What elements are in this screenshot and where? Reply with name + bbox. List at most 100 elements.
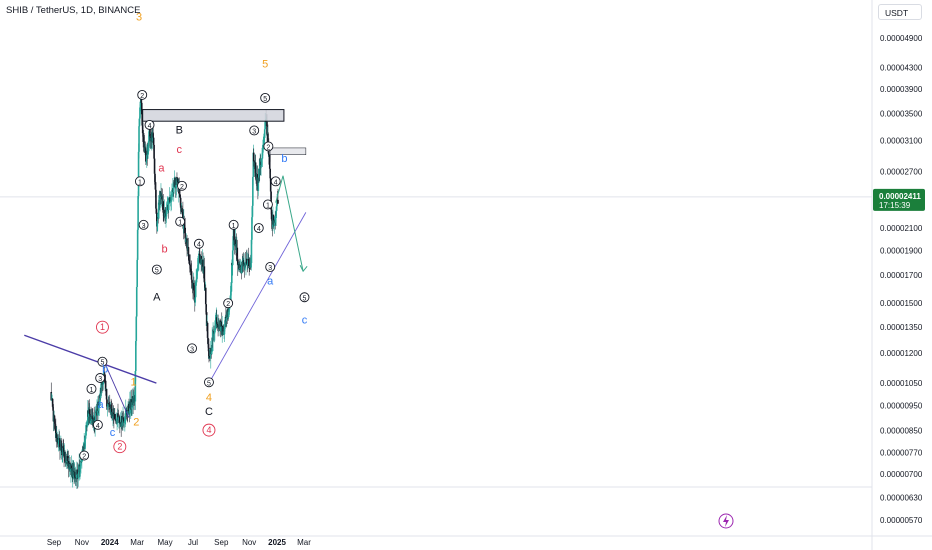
candle	[156, 217, 159, 222]
candle	[128, 403, 130, 412]
candle	[261, 152, 264, 159]
wave-label: 3	[136, 11, 142, 23]
candle	[131, 402, 133, 408]
candle	[135, 286, 138, 317]
candle	[66, 456, 69, 464]
y-tick-label: 0.00000850	[880, 426, 923, 435]
resistance-zone[interactable]	[142, 109, 285, 122]
y-tick-label: 0.00001900	[880, 246, 923, 255]
x-tick-label: Jul	[188, 538, 198, 547]
candle	[89, 415, 92, 424]
last-price-value: 0.00002411	[879, 192, 921, 201]
svg-text:A: A	[153, 291, 161, 303]
candle	[123, 421, 126, 423]
svg-text:c: c	[110, 427, 116, 439]
candle	[207, 343, 210, 348]
candle	[146, 150, 149, 156]
candle	[52, 406, 54, 411]
candle	[137, 151, 140, 197]
candle	[76, 469, 79, 475]
candle	[175, 177, 178, 185]
candle	[253, 161, 256, 162]
candle	[269, 168, 272, 179]
y-tick-label: 0.00000570	[880, 516, 923, 525]
svg-text:3: 3	[252, 128, 256, 135]
svg-text:3: 3	[268, 265, 272, 272]
candle	[61, 446, 64, 453]
y-tick-label: 0.00001350	[880, 323, 923, 332]
y-tick-label: 0.00003500	[880, 109, 923, 118]
candle	[181, 208, 183, 213]
candle	[183, 224, 186, 228]
wave-label: b	[162, 244, 168, 256]
projection-path[interactable]	[275, 175, 304, 272]
wave-label-circled: 1	[228, 219, 239, 230]
wave-label-circled: 2	[113, 440, 127, 454]
svg-text:4: 4	[274, 179, 278, 186]
candle	[213, 332, 216, 334]
candle	[118, 416, 121, 418]
candle	[251, 217, 253, 240]
candle	[178, 193, 181, 195]
candle	[242, 259, 245, 267]
candle	[116, 418, 118, 424]
candle	[108, 403, 111, 405]
candle	[256, 174, 259, 186]
candle	[84, 437, 86, 449]
candle	[165, 207, 168, 217]
svg-text:c: c	[176, 144, 182, 156]
candle	[162, 201, 165, 213]
candle	[236, 259, 239, 266]
candle	[166, 207, 168, 208]
candle	[189, 265, 192, 269]
svg-text:2: 2	[180, 184, 184, 191]
candle	[211, 337, 213, 352]
candle	[100, 382, 103, 394]
wave-label-circled: 1	[86, 383, 97, 394]
svg-text:5: 5	[100, 360, 104, 367]
candle	[230, 283, 233, 292]
candle	[199, 254, 201, 256]
candle	[185, 238, 187, 243]
wave-label-circled: 5	[260, 92, 271, 103]
candle	[275, 206, 278, 212]
candle	[91, 416, 94, 419]
lightning-icon[interactable]	[718, 513, 734, 529]
svg-text:2: 2	[82, 454, 86, 461]
candle	[255, 172, 257, 179]
candle	[205, 312, 208, 326]
candle	[140, 102, 143, 115]
candle	[197, 265, 199, 269]
candle	[62, 446, 64, 448]
candle	[165, 216, 167, 219]
candle	[130, 407, 133, 409]
wave-triangle-line[interactable]	[102, 358, 130, 418]
candle	[161, 195, 164, 204]
candle	[173, 182, 176, 187]
symbol-title[interactable]: SHIB / TetherUS, 1D, BINANCE	[6, 5, 141, 16]
candle	[247, 259, 250, 266]
x-tick-label: Nov	[75, 538, 89, 547]
candle	[87, 413, 90, 417]
candle	[77, 473, 80, 479]
candle	[124, 420, 126, 422]
candle	[221, 325, 224, 335]
wave-label-circled: 4	[92, 419, 103, 430]
svg-text:4: 4	[148, 123, 152, 130]
svg-text:2: 2	[133, 416, 139, 428]
currency-selector[interactable]: USDT	[878, 4, 922, 20]
candle	[119, 422, 122, 425]
candle	[75, 477, 78, 479]
svg-text:b: b	[102, 364, 108, 376]
wave-label: 2	[133, 416, 139, 428]
candle	[145, 150, 148, 161]
candle	[80, 461, 82, 465]
resistance-trendline[interactable]	[24, 334, 157, 384]
candle	[114, 419, 117, 422]
support-trendline[interactable]	[208, 212, 307, 384]
candle	[107, 403, 109, 407]
wave-label-circled: 5	[299, 292, 310, 302]
candle	[153, 144, 155, 159]
